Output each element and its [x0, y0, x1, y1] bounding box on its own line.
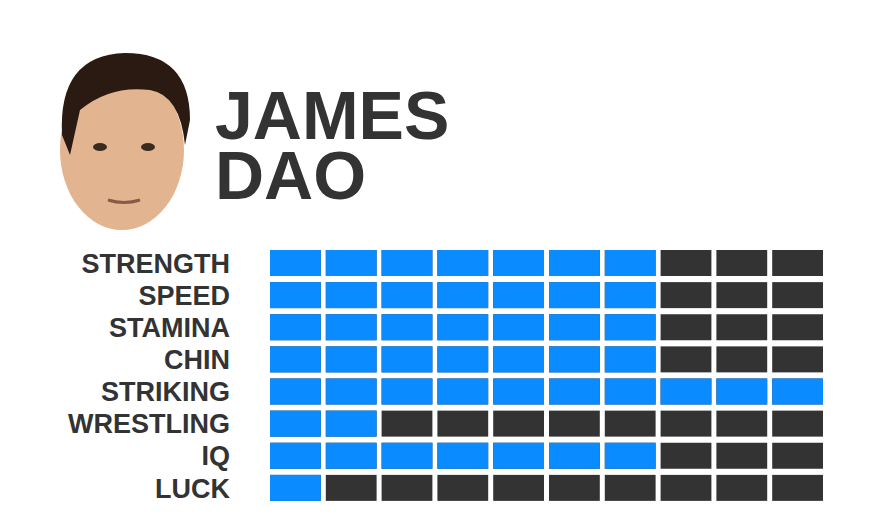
svg-text:IQ: IQ [201, 441, 230, 471]
html-text:JAMES DAO: JAMES DAO [215, 77, 450, 213]
svg-text:STAMINA: STAMINA [109, 313, 230, 343]
svg-text:STRIKING: STRIKING [101, 377, 230, 407]
svg-text:LUCK: LUCK [155, 474, 230, 504]
svg-text:CHIN: CHIN [164, 345, 230, 375]
svg-text:SPEED: SPEED [138, 281, 230, 311]
svg-text:STRENGTH: STRENGTH [82, 249, 231, 279]
svg-text:WRESTLING: WRESTLING [68, 409, 230, 439]
